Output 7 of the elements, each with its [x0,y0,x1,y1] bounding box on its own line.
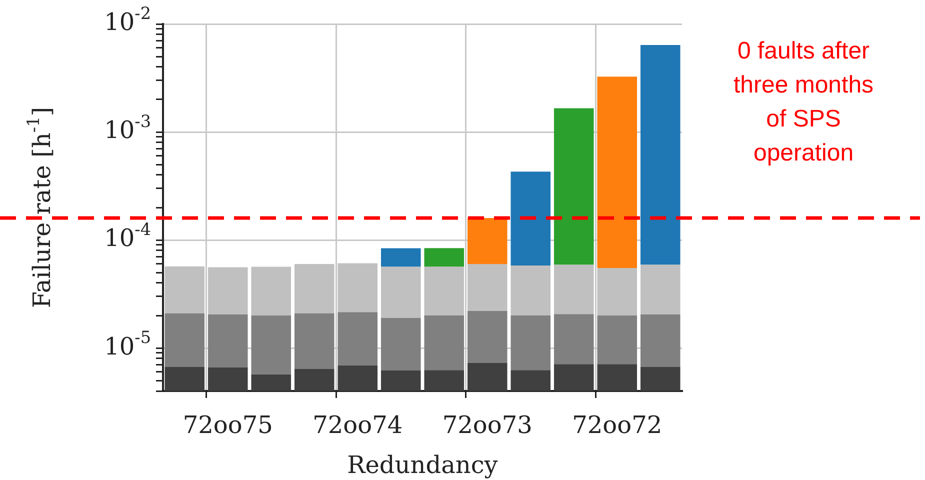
ref-line-label: 0 faults after three months of SPS operation [733,38,874,167]
x-tick-label: 72oo73 [442,411,532,440]
x-axis-title: Redundancy [347,451,498,480]
y-axis-title: Failure rate [h-1] [22,106,56,308]
x-tick-label: 72oo74 [312,411,403,440]
x-tick-label: 72oo72 [572,411,662,440]
x-tick-label: 72oo75 [182,411,273,440]
